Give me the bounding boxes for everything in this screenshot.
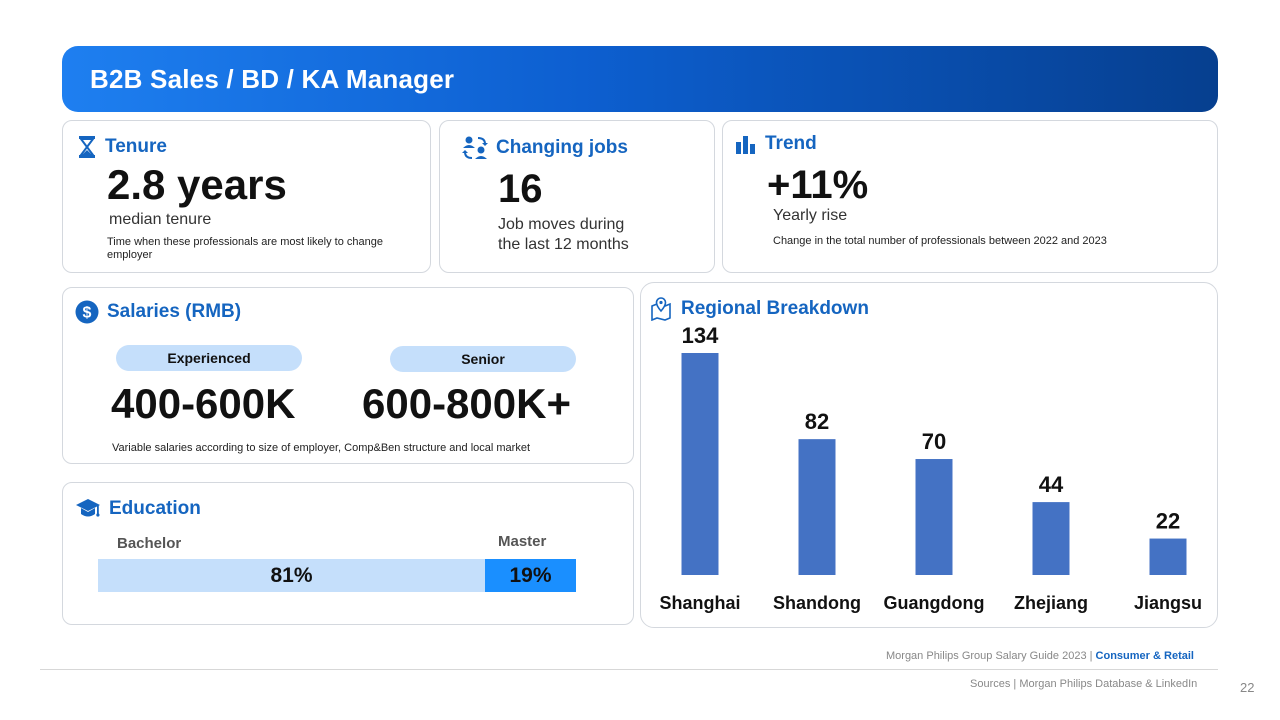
regional-title-label: Regional Breakdown (681, 298, 869, 319)
trend-note: Change in the total number of profession… (773, 235, 1107, 247)
value-label-guangdong: 70 (922, 429, 946, 454)
bar-shandong (798, 439, 836, 575)
trend-title: Trend (735, 133, 817, 155)
regional-card: Regional Breakdown 134 Shanghai 82 Shandong… (640, 282, 1218, 628)
jobs-title: Changing jobs (462, 135, 628, 161)
master-bar: 19% (485, 559, 576, 592)
value-label-zhejiang: 44 (1039, 472, 1064, 497)
senior-pill: Senior (390, 346, 576, 372)
value-label-shanghai: 134 (682, 323, 719, 348)
footer-guide-text: Morgan Philips Group Salary Guide 2023 | (886, 650, 1093, 662)
footer-sources: Sources | Morgan Philips Database & Link… (970, 678, 1198, 690)
bar-zhejiang (1032, 502, 1070, 575)
trend-label: Yearly rise (773, 207, 848, 224)
footer-divider (40, 669, 1218, 670)
category-label-shanghai: Shanghai (659, 593, 740, 613)
bachelor-bar: 81% (98, 559, 485, 592)
value-label-jiangsu: 22 (1156, 509, 1180, 534)
bar-chart-icon (736, 136, 755, 154)
value-label-shandong: 82 (805, 409, 829, 434)
master-label: Master (498, 533, 547, 550)
senior-salary: 600-800K+ (362, 380, 571, 427)
jobs-title-label: Changing jobs (496, 137, 628, 158)
trend-title-label: Trend (765, 133, 817, 154)
tenure-title: Tenure (77, 135, 167, 159)
salaries-title-label: Salaries (RMB) (107, 301, 242, 322)
footer-guide-accent: Consumer & Retail (1095, 650, 1194, 662)
salaries-note: Variable salaries according to size of e… (112, 442, 530, 454)
regional-title: Regional Breakdown (649, 297, 869, 321)
page-number: 22 (1240, 680, 1255, 695)
jobs-label-line1: Job moves during (498, 216, 625, 233)
salaries-title: $ Salaries (RMB) (75, 300, 241, 324)
map-pin-icon (651, 297, 671, 321)
people-swap-icon (462, 136, 488, 159)
tenure-note: Time when these professionals are most l… (107, 236, 383, 261)
category-label-guangdong: Guangdong (884, 593, 985, 613)
tenure-value: 2.8 years (107, 161, 287, 208)
education-title-label: Education (109, 498, 201, 519)
tenure-title-label: Tenure (105, 136, 167, 157)
jobs-value: 16 (498, 167, 543, 211)
trend-value: +11% (767, 163, 869, 207)
category-label-jiangsu: Jiangsu (1134, 593, 1202, 613)
tenure-card: Tenure 2.8 years median tenure Time when… (62, 120, 431, 273)
header-banner: B2B Sales / BD / KA Manager (62, 46, 1218, 112)
jobs-card: Changing jobs 16 Job moves during the la… (439, 120, 715, 273)
education-title: Education (75, 497, 201, 521)
salaries-card: $ Salaries (RMB) Experienced Senior 400-… (62, 287, 634, 464)
dollar-icon: $ (75, 300, 99, 324)
category-label-shandong: Shandong (773, 593, 861, 613)
svg-text:$: $ (83, 305, 92, 322)
page-title: B2B Sales / BD / KA Manager (90, 63, 455, 94)
education-card: Education Bachelor Master 81% 19% (62, 482, 634, 625)
experienced-salary: 400-600K (111, 380, 296, 427)
bar-guangdong (915, 459, 953, 575)
graduation-cap-icon (76, 499, 100, 517)
tenure-label: median tenure (109, 211, 212, 228)
experienced-pill: Experienced (116, 345, 302, 371)
footer-guide: Morgan Philips Group Salary Guide 2023 |… (886, 650, 1194, 662)
hourglass-icon (79, 136, 95, 158)
regional-chart: 134 Shanghai 82 Shandong 70 Guangdong 44 Zhejia… (659, 323, 1202, 613)
category-label-zhejiang: Zhejiang (1014, 593, 1088, 613)
bachelor-label: Bachelor (117, 535, 182, 552)
bar-jiangsu (1149, 538, 1187, 575)
bar-shanghai (681, 353, 719, 575)
jobs-label-line2: the last 12 months (498, 236, 629, 253)
trend-card: Trend +11% Yearly rise Change in the tot… (722, 120, 1218, 273)
education-bar: 81% 19% (98, 559, 576, 592)
